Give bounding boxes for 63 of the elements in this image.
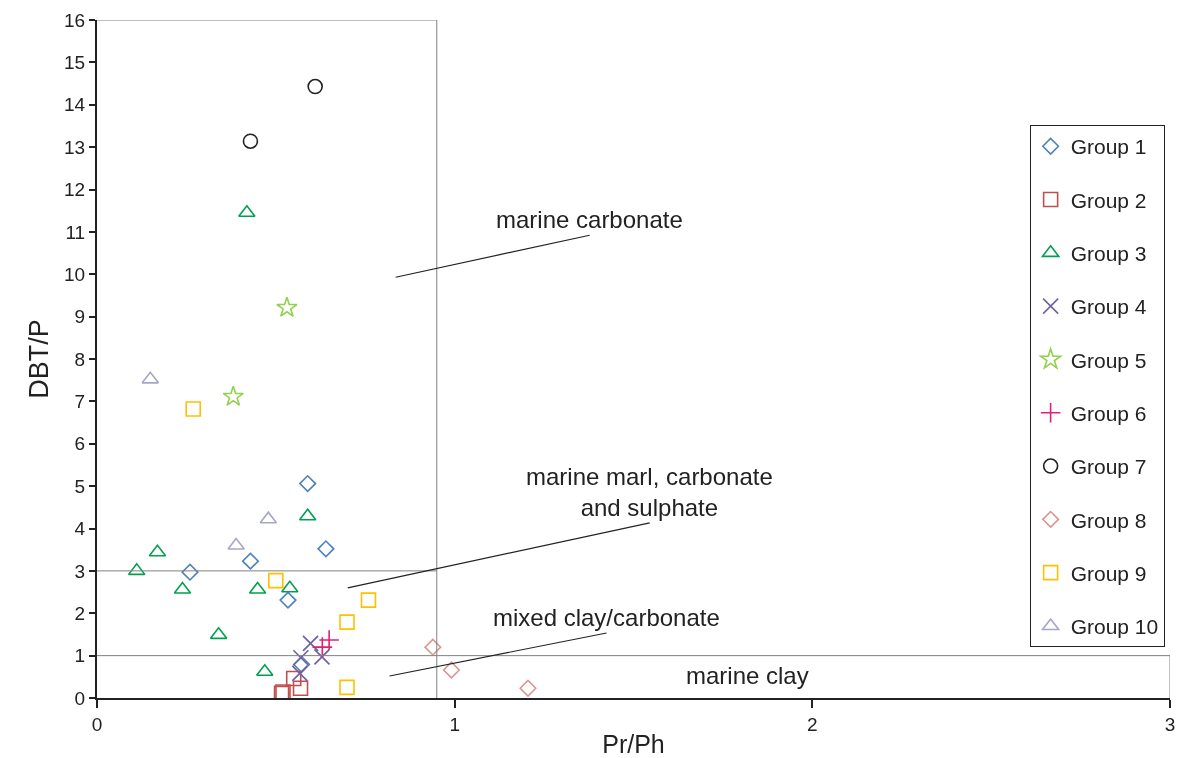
legend-label: Group 7 (1070, 455, 1147, 479)
legend-label: Group 3 (1070, 242, 1147, 266)
legend-label: Group 8 (1070, 508, 1147, 532)
point (276, 296, 298, 318)
y-tick-label: 6 (74, 433, 86, 455)
x-tick-label: 0 (91, 713, 103, 735)
y-tick-label: 1 (74, 645, 86, 667)
y-axis-title: DBT/P (23, 319, 54, 399)
point (307, 78, 323, 95)
y-tick-label: 7 (74, 391, 86, 413)
point (318, 629, 340, 651)
point (519, 679, 537, 697)
y-tick-label: 5 (74, 475, 86, 497)
point (185, 401, 202, 417)
point (181, 563, 199, 581)
legend-label: Group 2 (1070, 188, 1147, 212)
point (291, 665, 309, 682)
legend-label: Group 1 (1070, 135, 1147, 159)
point (285, 670, 302, 687)
annotation: marine marl, carbonate and sulphate (526, 463, 773, 522)
legend-label: Group 10 (1070, 615, 1159, 639)
y-tick-label: 12 (64, 179, 86, 201)
point (424, 638, 442, 656)
point (279, 591, 297, 609)
y-tick-label: 15 (64, 52, 86, 74)
point (241, 552, 260, 570)
point (317, 540, 335, 558)
annotation: marine carbonate (496, 206, 683, 233)
point (242, 133, 259, 149)
point (339, 614, 355, 630)
y-tick-label: 8 (74, 348, 86, 370)
point (222, 385, 245, 406)
y-tick-label: 9 (74, 306, 86, 328)
annotation: mixed clay/carbonate (493, 604, 720, 631)
y-tick-label: 4 (74, 518, 86, 540)
point (442, 661, 461, 679)
point (255, 663, 274, 677)
point (302, 635, 319, 652)
point (292, 649, 310, 667)
point (292, 680, 309, 697)
point (360, 592, 377, 608)
y-tick-label: 13 (64, 136, 86, 158)
point (299, 474, 317, 493)
y-tick-label: 16 (64, 9, 86, 31)
annotation: marine clay (686, 662, 809, 689)
point (311, 636, 333, 658)
point (339, 679, 355, 696)
legend-label: Group 6 (1070, 401, 1147, 425)
legend-label: Group 4 (1070, 295, 1147, 319)
x-tick-label: 3 (1164, 713, 1176, 735)
x-axis-title: Pr/Ph (602, 730, 665, 758)
x-tick-label: 2 (807, 713, 818, 735)
y-tick-label: 0 (74, 687, 86, 709)
y-tick-label: 10 (64, 263, 86, 285)
legend-label: Group 5 (1070, 348, 1147, 372)
point (313, 648, 331, 666)
y-tick-label: 11 (65, 221, 86, 243)
legend-label: Group 9 (1070, 561, 1147, 585)
y-tick-label: 14 (64, 94, 86, 116)
point (268, 572, 284, 589)
x-tick-label: 1 (449, 713, 460, 735)
y-tick-label: 2 (74, 602, 86, 624)
y-tick-label: 3 (74, 560, 86, 582)
